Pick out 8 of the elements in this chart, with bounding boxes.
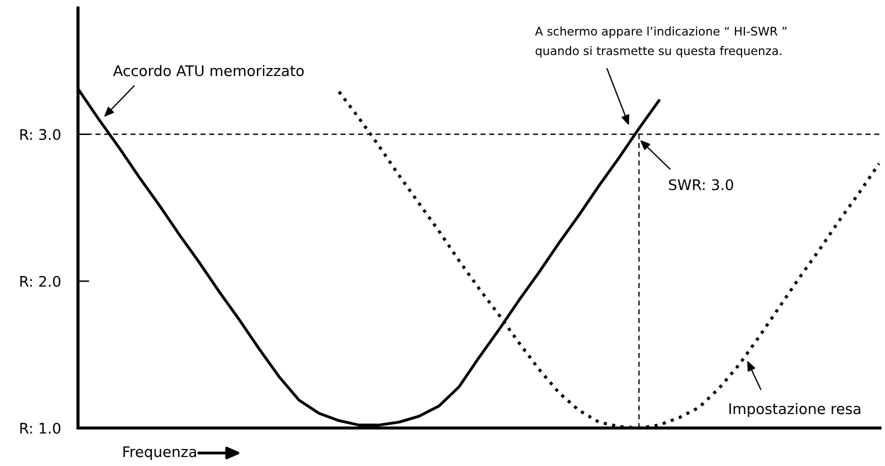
x-axis-title: Frequenza xyxy=(123,446,196,460)
annotation: Impostazione resa xyxy=(729,402,860,418)
annotation: A schermo appare l’indicazione “ HI-SWR ” quando si trasmette su questa frequenza. xyxy=(535,26,787,58)
annotation: Accordo ATU memorizzato xyxy=(113,64,304,76)
y-tick-label: R: 3.0 xyxy=(20,129,60,140)
annotation: SWR: 3.0 xyxy=(668,179,734,190)
y-tick-label: R: 1.0 xyxy=(20,422,60,434)
y-tick-label: R: 2.0 xyxy=(20,276,60,287)
